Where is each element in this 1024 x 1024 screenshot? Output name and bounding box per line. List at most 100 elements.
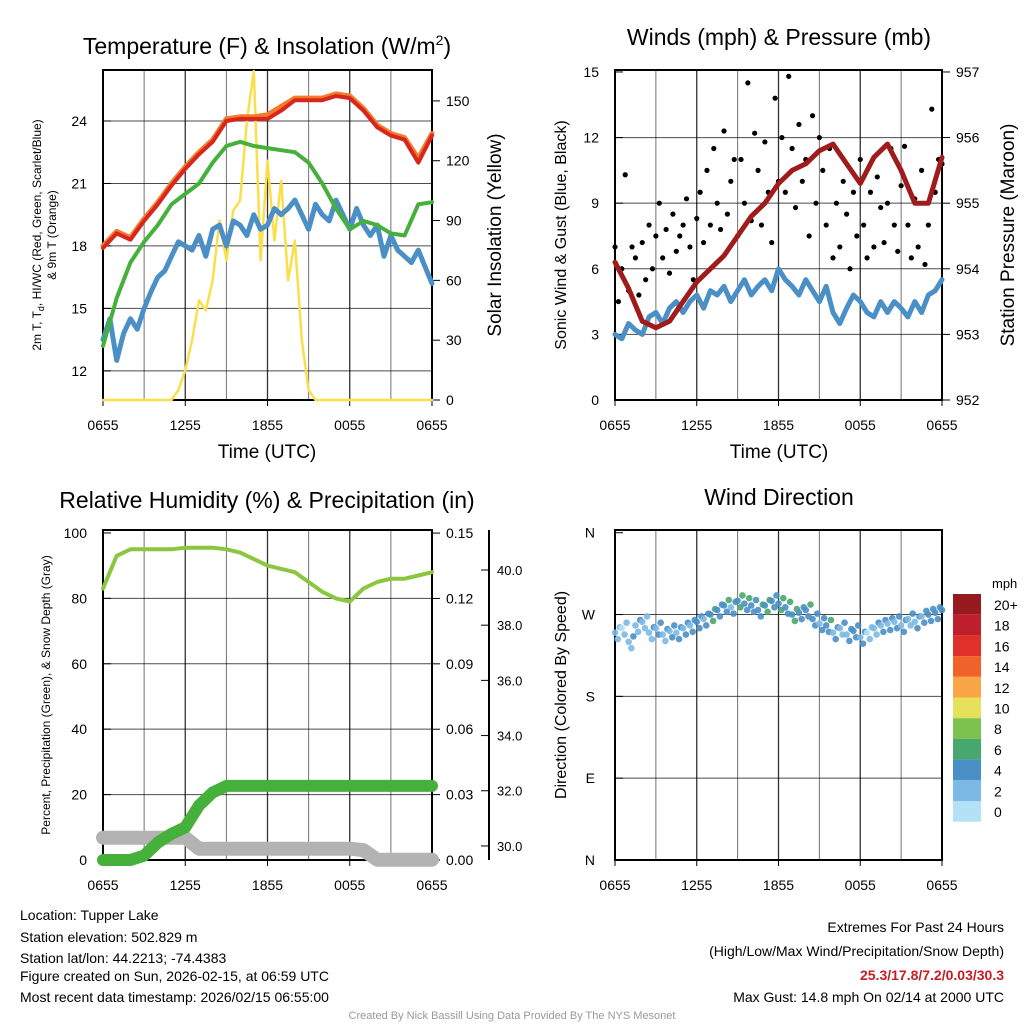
direction-point xyxy=(816,620,823,627)
gust-point xyxy=(728,178,734,184)
x-tick-label: 1255 xyxy=(170,417,201,433)
gust-point xyxy=(857,156,863,163)
gust-point xyxy=(844,211,850,217)
gust-point xyxy=(707,222,713,228)
legend-swatch xyxy=(953,801,981,822)
humidity-y-label: Percent, Precipitation (Green), & Snow D… xyxy=(39,555,53,834)
relative-humidity-line xyxy=(101,545,434,604)
elevation-text: Station elevation: 502.829 m xyxy=(20,929,197,945)
gust-point xyxy=(673,248,679,254)
gust-point xyxy=(908,255,914,261)
gust-point xyxy=(677,233,683,239)
direction-point xyxy=(628,644,635,652)
temperature-2m-line xyxy=(101,94,434,250)
precipitation-line xyxy=(97,779,438,866)
legend-title: mph xyxy=(992,576,1017,591)
gust-point xyxy=(717,226,724,233)
legend-swatch xyxy=(953,697,981,719)
direction-point xyxy=(679,624,687,632)
y-right-tick-label: 150 xyxy=(446,93,470,109)
direction-point xyxy=(931,609,939,617)
x-tick-label: 0655 xyxy=(416,417,447,433)
gust-point xyxy=(656,200,662,206)
legend-label: 14 xyxy=(994,659,1010,675)
direction-point xyxy=(673,629,680,637)
legend-swatch xyxy=(953,718,981,739)
y-right-tick-label: 955 xyxy=(956,195,980,211)
direction-point xyxy=(854,622,862,629)
legend-swatch xyxy=(953,656,981,677)
x-tick-label: 0055 xyxy=(845,877,876,893)
direction-point xyxy=(682,631,690,638)
y-right-tick-label: 0.12 xyxy=(446,590,473,606)
y-right-tick-label: 90 xyxy=(446,213,462,229)
direction-point xyxy=(920,619,928,627)
plot-frame xyxy=(614,69,943,401)
y-tick-label: W xyxy=(582,607,596,623)
direction-point xyxy=(773,592,780,599)
direction-point xyxy=(900,628,908,636)
gust-point xyxy=(871,244,877,250)
direction-point xyxy=(843,631,850,638)
gust-point xyxy=(632,255,639,261)
gust-point xyxy=(854,233,860,239)
extremes-title: Extremes For Past 24 Hours xyxy=(827,919,1004,935)
temperature-y-label: 2m T, Td, HI/WC (Red, Green, Scarlet/Blu… xyxy=(30,119,46,350)
gust-point xyxy=(612,244,618,250)
direction-point xyxy=(752,596,760,604)
direction-point xyxy=(863,629,871,637)
gust-point xyxy=(646,222,652,228)
plot-frame xyxy=(102,69,433,401)
snow-tick-label: 30.0 xyxy=(497,839,522,854)
gust-point xyxy=(786,73,792,79)
gust-point xyxy=(714,200,720,206)
y-right-tick-label: 120 xyxy=(446,153,470,169)
gust-point xyxy=(687,244,693,250)
pressure-y-label: Station Pressure (Maroon) xyxy=(998,124,1019,347)
gust-point xyxy=(891,222,897,228)
dewpoint-line xyxy=(101,139,434,348)
direction-point xyxy=(652,624,660,632)
gust-point xyxy=(738,156,744,163)
legend-label: 10 xyxy=(994,701,1010,717)
gust-point xyxy=(622,172,628,178)
direction-point xyxy=(743,606,751,614)
y-right-tick-label: 0.00 xyxy=(446,852,473,868)
direction-point xyxy=(856,633,864,641)
direction-point xyxy=(877,622,884,629)
y-tick-label: 24 xyxy=(71,113,87,129)
direction-point xyxy=(836,624,844,632)
direction-point xyxy=(846,637,853,645)
y-right-tick-label: 957 xyxy=(956,64,980,80)
gust-point xyxy=(813,200,819,206)
direction-point xyxy=(741,600,748,607)
gust-point xyxy=(864,255,870,261)
direction-point xyxy=(723,608,731,616)
direction-point xyxy=(768,597,775,605)
direction-point xyxy=(716,613,724,620)
gust-point xyxy=(840,178,846,184)
gust-point xyxy=(823,222,829,228)
gust-point xyxy=(898,183,904,189)
gust-point xyxy=(769,239,775,246)
direction-point xyxy=(689,628,696,636)
y-right-tick-label: 953 xyxy=(956,326,980,342)
y-tick-label: 60 xyxy=(71,656,87,672)
snow-tick-label: 40.0 xyxy=(497,563,522,578)
footer-left: Location: Tupper Lake Station elevation:… xyxy=(20,907,329,1005)
legend-label: 0 xyxy=(994,804,1002,820)
direction-point xyxy=(754,606,762,614)
legend-swatch xyxy=(953,759,981,781)
direction-point xyxy=(720,602,728,609)
speed-legend: mph 20+ 18 16 14 12 10 8 6 4 2 0 xyxy=(953,576,1018,822)
x-tick-label: 1855 xyxy=(763,877,794,893)
direction-point xyxy=(707,611,714,618)
y-tick-label: 15 xyxy=(583,64,599,80)
direction-point xyxy=(779,594,787,602)
direction-point xyxy=(625,638,632,646)
direction-point xyxy=(802,606,810,614)
extremes-subtitle: (High/Low/Max Wind/Precipitation/Snow De… xyxy=(709,943,1004,959)
gust-point xyxy=(636,292,642,298)
legend-label: 18 xyxy=(994,618,1010,634)
wind-direction-panel-title: Wind Direction xyxy=(704,484,854,510)
